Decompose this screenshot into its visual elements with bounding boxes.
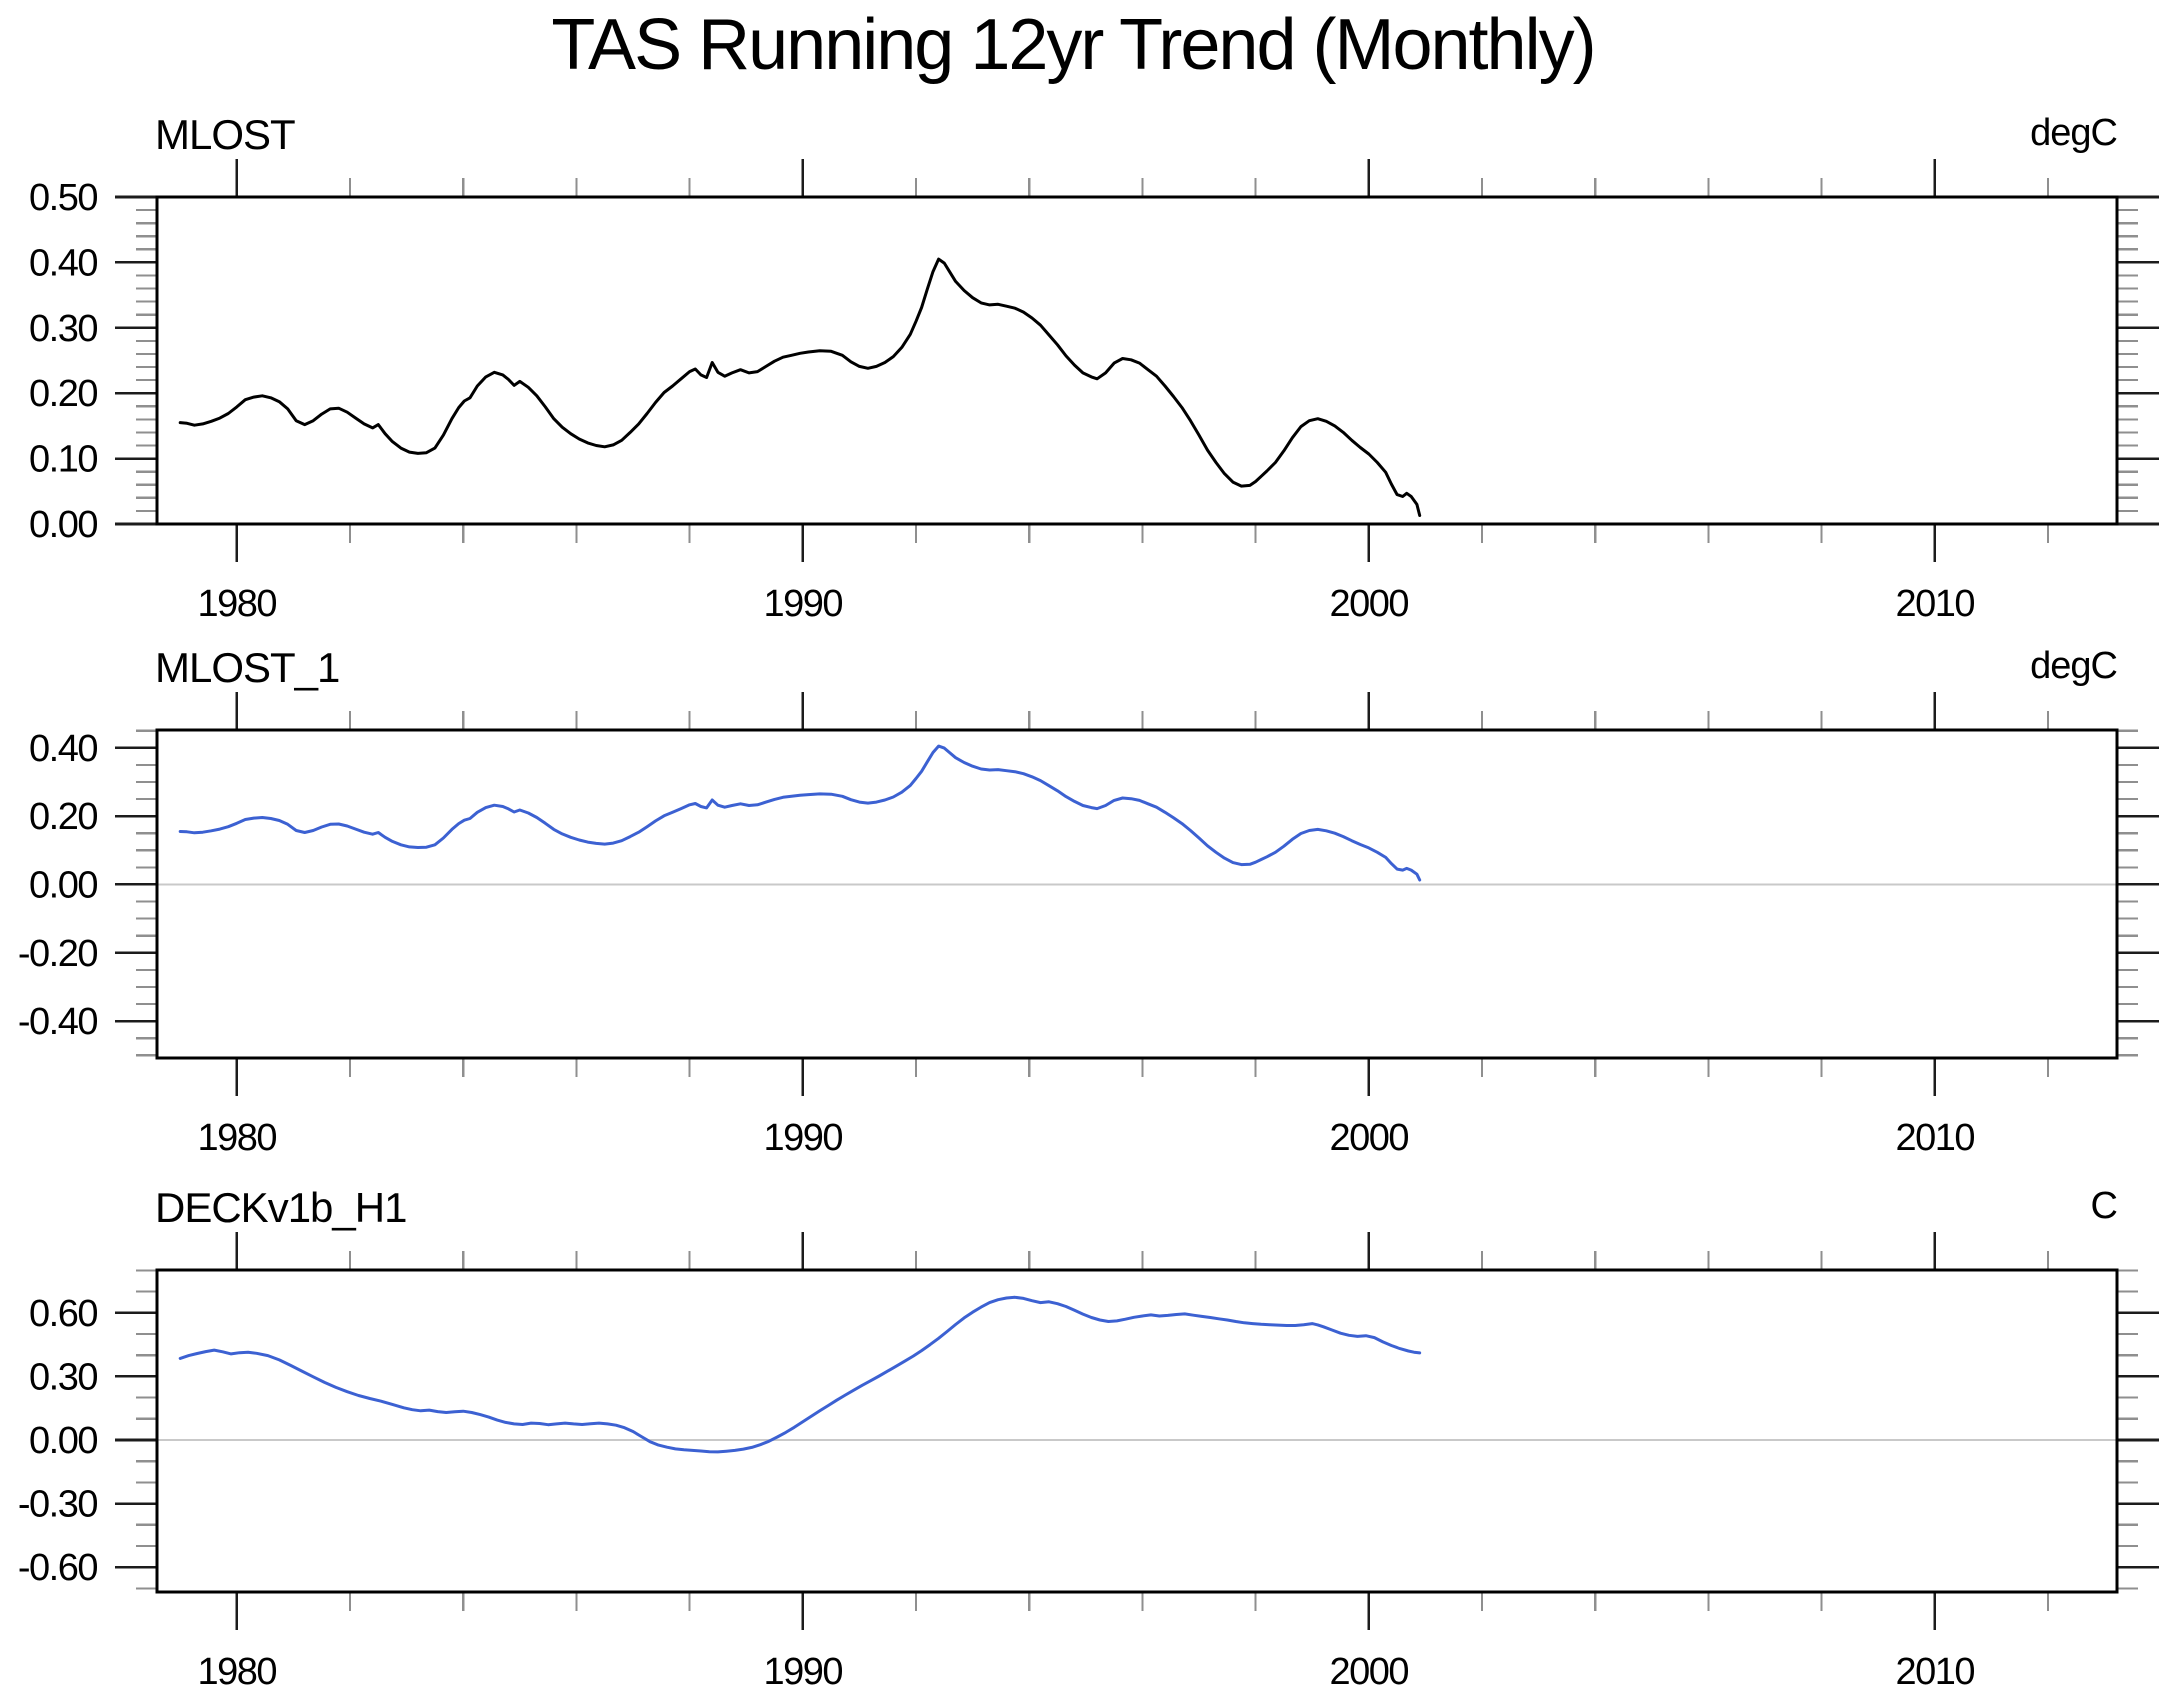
unit-label: degC — [2030, 645, 2117, 687]
y-tick-label: 0.40 — [29, 728, 97, 770]
unit-label: degC — [2030, 112, 2117, 154]
unit-label: C — [2091, 1185, 2117, 1227]
x-tick-label: 2000 — [1329, 1651, 1408, 1693]
y-tick-label: 0.60 — [29, 1293, 97, 1335]
x-tick-label: 2010 — [1895, 1651, 1974, 1693]
y-tick-label: 0.00 — [29, 1420, 97, 1462]
chart-title: TAS Running 12yr Trend (Monthly) — [551, 5, 1596, 85]
x-tick-label: 1990 — [764, 1117, 843, 1159]
x-tick-label: 2000 — [1329, 583, 1408, 625]
x-tick-label: 1980 — [198, 1651, 277, 1693]
y-tick-label: 0.10 — [29, 439, 97, 481]
y-tick-label: -0.60 — [18, 1547, 97, 1589]
x-tick-label: 2000 — [1329, 1117, 1408, 1159]
series-line-DECKv1b_H1 — [178, 1295, 1422, 1454]
panel-DECKv1b_H1-box — [155, 1268, 2119, 1594]
y-tick-label: 0.20 — [29, 373, 97, 415]
x-tick-label: 2010 — [1895, 1117, 1974, 1159]
y-tick-label: 0.50 — [29, 177, 97, 219]
y-tick-label: 0.30 — [29, 308, 97, 350]
panel-MLOST-box — [155, 195, 2119, 526]
y-tick-label: 0.30 — [29, 1356, 97, 1398]
y-tick-label: 0.20 — [29, 796, 97, 838]
series-line-MLOST — [178, 257, 1422, 517]
y-tick-label: 0.40 — [29, 242, 97, 284]
y-tick-label: 0.00 — [29, 864, 97, 906]
y-tick-label: -0.30 — [18, 1484, 97, 1526]
y-tick-label: -0.40 — [18, 1001, 97, 1043]
x-tick-label: 2010 — [1895, 583, 1974, 625]
panel-MLOST_1-box — [155, 728, 2119, 1060]
x-tick-label: 1980 — [198, 583, 277, 625]
panel-title: MLOST_1 — [155, 644, 339, 691]
y-tick-label: 0.00 — [29, 504, 97, 546]
y-tick-label: -0.20 — [18, 933, 97, 975]
panel-title: MLOST — [155, 111, 295, 158]
x-tick-label: 1990 — [764, 583, 843, 625]
x-tick-label: 1990 — [764, 1651, 843, 1693]
panel-title: DECKv1b_H1 — [155, 1184, 406, 1231]
series-line-MLOST — [178, 744, 1422, 882]
x-tick-label: 1980 — [198, 1117, 277, 1159]
